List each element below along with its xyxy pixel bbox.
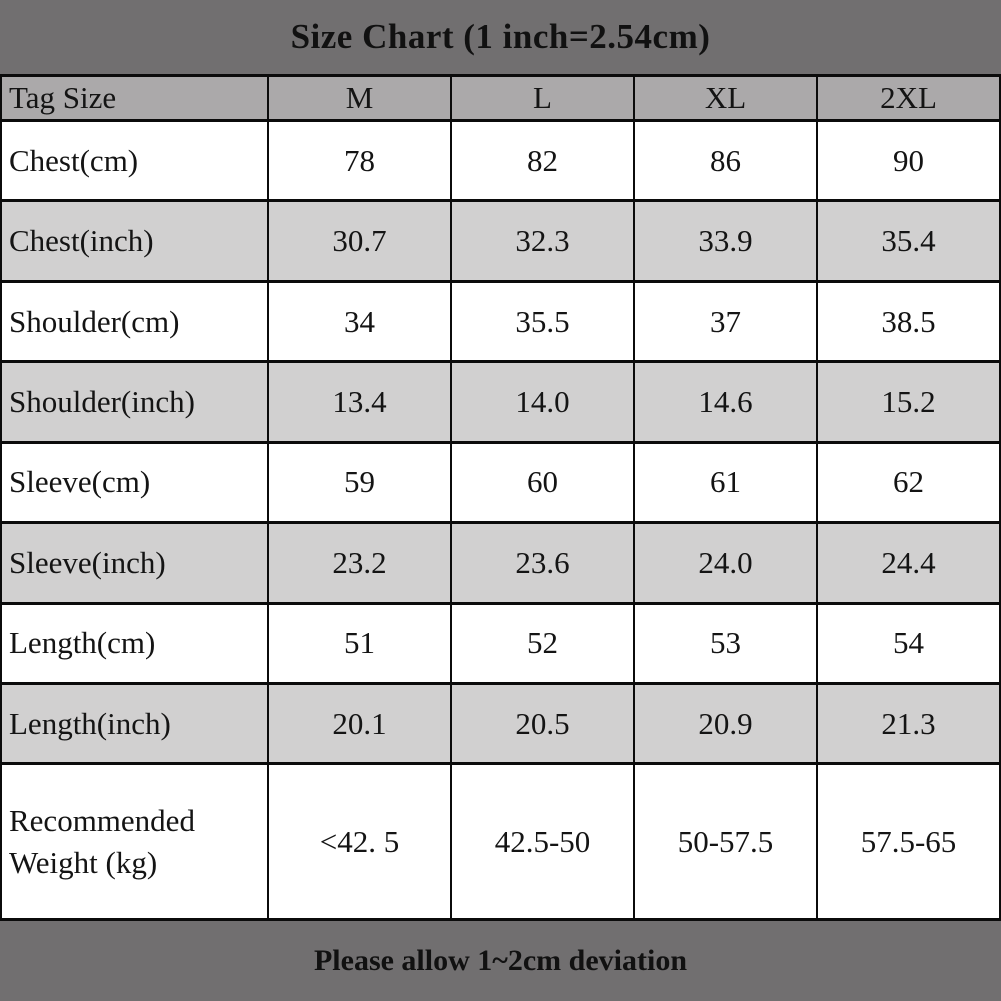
value-cell: 13.4 [267, 360, 452, 444]
value-cell: 90 [816, 118, 1001, 203]
value-cell: 21.3 [816, 682, 1001, 766]
table-row-sleeve-inch: Sleeve(inch) 23.2 23.6 24.0 24.4 [0, 521, 1001, 605]
value-cell: 52 [450, 601, 635, 686]
value-cell: 15.2 [816, 360, 1001, 444]
size-table: Tag Size M L XL 2XL Chest(cm) 78 82 86 9… [0, 74, 1001, 921]
value-cell: <42. 5 [267, 762, 452, 921]
row-label: Shoulder(inch) [0, 360, 269, 444]
value-cell: 37 [633, 279, 818, 364]
table-row-length-inch: Length(inch) 20.1 20.5 20.9 21.3 [0, 682, 1001, 766]
page-title: Size Chart (1 inch=2.54cm) [290, 17, 711, 56]
table-row-shoulder-cm: Shoulder(cm) 34 35.5 37 38.5 [0, 279, 1001, 364]
value-cell: 54 [816, 601, 1001, 686]
value-cell: 86 [633, 118, 818, 203]
deviation-note: Please allow 1~2cm deviation [313, 944, 688, 977]
value-cell: 60 [450, 440, 635, 525]
header-cell-m: M [267, 74, 452, 122]
row-label: Recommended Weight (kg) [0, 762, 269, 921]
value-cell: 32.3 [450, 199, 635, 283]
value-cell: 61 [633, 440, 818, 525]
table-row-sleeve-cm: Sleeve(cm) 59 60 61 62 [0, 440, 1001, 525]
header-cell-xl: XL [633, 74, 818, 122]
header-row: Tag Size M L XL 2XL [0, 74, 1001, 122]
row-label: Shoulder(cm) [0, 279, 269, 364]
row-label: Sleeve(inch) [0, 521, 269, 605]
value-cell: 20.9 [633, 682, 818, 766]
value-cell: 30.7 [267, 199, 452, 283]
value-cell: 24.4 [816, 521, 1001, 605]
row-label: Length(cm) [0, 601, 269, 686]
row-label: Chest(inch) [0, 199, 269, 283]
value-cell: 51 [267, 601, 452, 686]
row-label: Chest(cm) [0, 118, 269, 203]
value-cell: 42.5-50 [450, 762, 635, 921]
value-cell: 14.6 [633, 360, 818, 444]
value-cell: 34 [267, 279, 452, 364]
value-cell: 35.5 [450, 279, 635, 364]
header-cell-tag-size: Tag Size [0, 74, 269, 122]
row-label: Sleeve(cm) [0, 440, 269, 525]
table-row-length-cm: Length(cm) 51 52 53 54 [0, 601, 1001, 686]
value-cell: 62 [816, 440, 1001, 525]
value-cell: 35.4 [816, 199, 1001, 283]
value-cell: 38.5 [816, 279, 1001, 364]
header-cell-l: L [450, 74, 635, 122]
table-row-recommended-weight: Recommended Weight (kg) <42. 5 42.5-50 5… [0, 762, 1001, 921]
table-row-chest-inch: Chest(inch) 30.7 32.3 33.9 35.4 [0, 199, 1001, 283]
value-cell: 57.5-65 [816, 762, 1001, 921]
table-row-shoulder-inch: Shoulder(inch) 13.4 14.0 14.6 15.2 [0, 360, 1001, 444]
value-cell: 24.0 [633, 521, 818, 605]
value-cell: 82 [450, 118, 635, 203]
value-cell: 23.2 [267, 521, 452, 605]
value-cell: 33.9 [633, 199, 818, 283]
header-cell-2xl: 2XL [816, 74, 1001, 122]
title-bar: Size Chart (1 inch=2.54cm) [0, 0, 1001, 74]
value-cell: 20.1 [267, 682, 452, 766]
footer-bar: Please allow 1~2cm deviation [0, 921, 1001, 1001]
row-label: Length(inch) [0, 682, 269, 766]
value-cell: 14.0 [450, 360, 635, 444]
value-cell: 50-57.5 [633, 762, 818, 921]
value-cell: 78 [267, 118, 452, 203]
value-cell: 59 [267, 440, 452, 525]
value-cell: 20.5 [450, 682, 635, 766]
table-row-chest-cm: Chest(cm) 78 82 86 90 [0, 118, 1001, 203]
value-cell: 53 [633, 601, 818, 686]
value-cell: 23.6 [450, 521, 635, 605]
